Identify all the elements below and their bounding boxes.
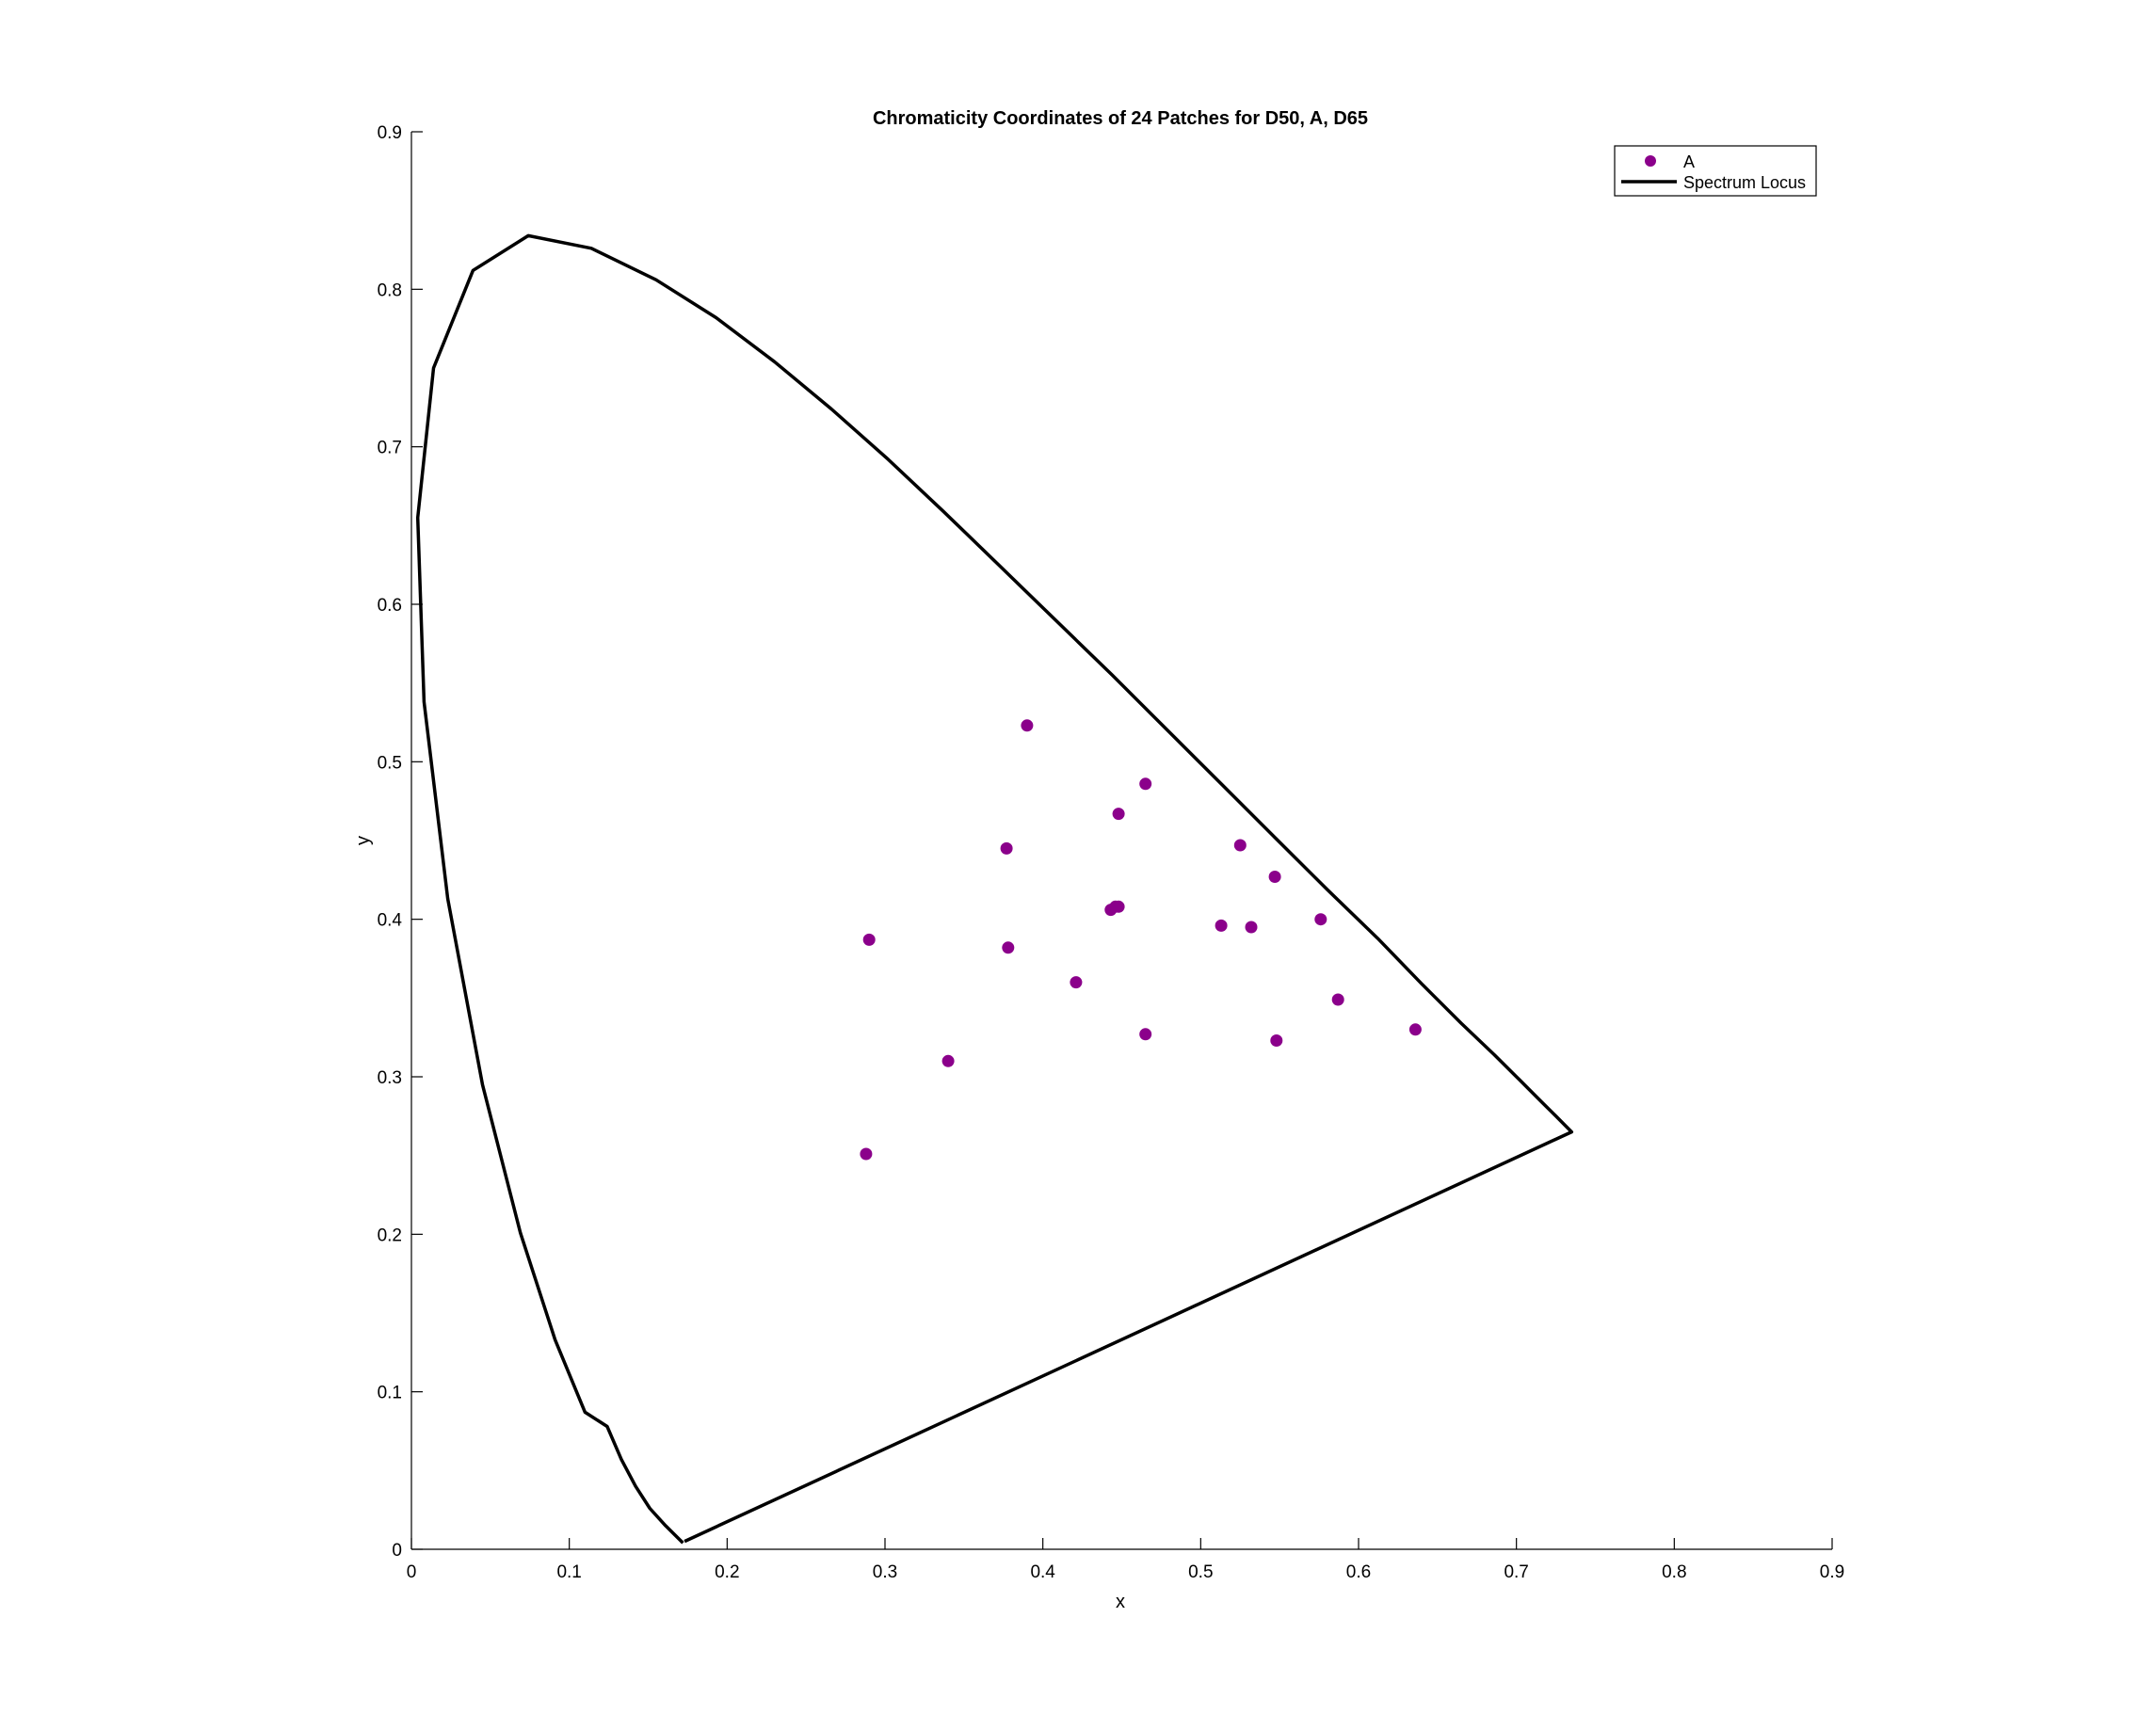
data-point-a — [1408, 1023, 1422, 1036]
data-point-a — [1112, 900, 1125, 913]
data-point-a — [1245, 921, 1258, 934]
data-point-a — [1021, 719, 1034, 732]
x-tick-label: 0.8 — [1662, 1562, 1686, 1582]
legend-box — [1614, 145, 1817, 197]
legend-label-spectrum-locus: Spectrum Locus — [1683, 173, 1806, 192]
y-tick-label: 0.9 — [378, 123, 402, 143]
x-tick-label: 0.4 — [1030, 1562, 1055, 1582]
legend-marker-a — [1645, 155, 1656, 167]
data-point-a — [1314, 913, 1327, 926]
y-tick-label: 0.1 — [378, 1384, 402, 1403]
x-axis-label: x — [1116, 1592, 1125, 1612]
data-point-a — [1000, 841, 1013, 855]
data-point-a — [1268, 871, 1281, 883]
x-tick-label: 0.1 — [556, 1562, 581, 1582]
data-point-a — [1331, 993, 1344, 1006]
y-tick-label: 0.3 — [378, 1068, 402, 1088]
data-point-a — [1070, 976, 1083, 989]
x-tick-label: 0.9 — [1820, 1562, 1844, 1582]
data-point-a — [860, 1147, 873, 1161]
plot-area — [415, 233, 1574, 1545]
data-point-a — [1215, 919, 1228, 932]
legend: A Spectrum Locus — [1614, 145, 1817, 197]
y-axis-label: y — [353, 836, 374, 845]
data-point-a — [1112, 808, 1125, 821]
x-tick-label: 0 — [407, 1562, 417, 1582]
chart-title: Chromaticity Coordinates of 24 Patches f… — [873, 108, 1368, 129]
legend-label-a: A — [1683, 152, 1695, 171]
data-point-a — [1233, 839, 1247, 852]
x-tick-label: 0.7 — [1504, 1562, 1528, 1582]
x-tick-label: 0.2 — [715, 1562, 739, 1582]
data-point-a — [1002, 941, 1015, 954]
data-point-a — [1270, 1034, 1283, 1047]
data-point-a — [1139, 1028, 1152, 1041]
data-point-a — [1139, 777, 1152, 791]
y-tick-label: 0.7 — [378, 439, 402, 458]
y-tick-label: 0.4 — [378, 911, 403, 931]
y-tick-label: 0 — [392, 1541, 402, 1561]
data-point-a — [941, 1054, 955, 1067]
y-tick-label: 0.8 — [378, 280, 402, 300]
axes: 0 0.1 0.2 0.3 0.4 0.5 0.6 0.7 0.8 0.9 0 0.1 0.2 0.3 0.… — [378, 123, 1845, 1582]
y-tick-label: 0.6 — [378, 596, 402, 616]
data-point-a — [862, 933, 876, 946]
x-tick-label: 0.5 — [1188, 1562, 1213, 1582]
spectrum-locus-line — [415, 233, 1574, 1545]
x-tick-label: 0.3 — [873, 1562, 897, 1582]
y-tick-label: 0.5 — [378, 753, 402, 773]
x-tick-label: 0.6 — [1346, 1562, 1371, 1582]
y-tick-label: 0.2 — [378, 1225, 402, 1245]
